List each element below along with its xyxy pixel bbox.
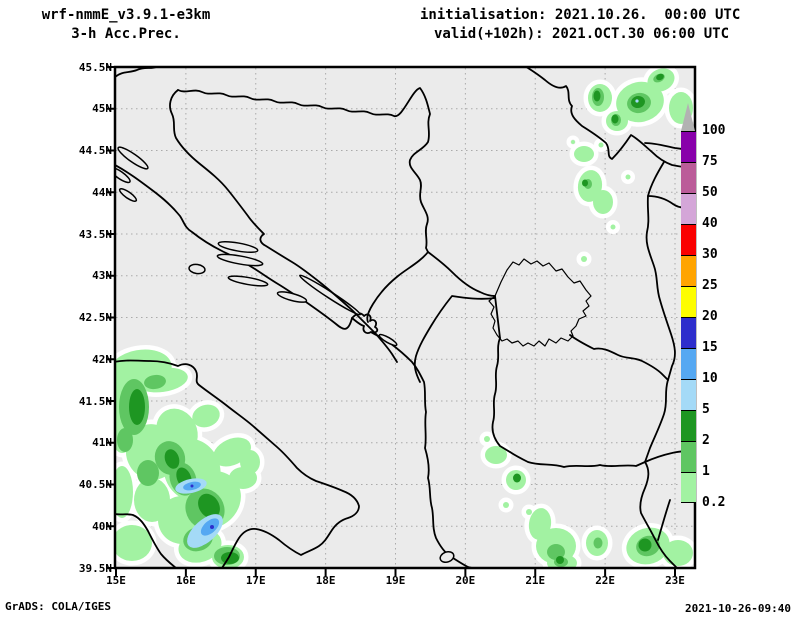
colorbar-segment — [681, 410, 696, 441]
colorbar-label: 5 — [702, 402, 710, 417]
border-sava-drina — [177, 87, 431, 253]
y-axis-label: 43N — [92, 269, 112, 283]
country-borders — [169, 68, 694, 468]
x-axis-label: 21E — [525, 574, 546, 587]
colorbar-segment — [681, 162, 696, 193]
x-axis-label: 19E — [385, 574, 406, 587]
x-axis-label: 23E — [665, 574, 685, 587]
colorbar-label: 40 — [702, 216, 718, 231]
colorbar-label: 10 — [702, 371, 718, 386]
colorbar-segment — [681, 348, 696, 379]
x-axis-label: 16E — [175, 574, 196, 587]
creation-timestamp: 2021-10-26-09:40 — [685, 602, 791, 615]
y-axis-label: 40N — [92, 519, 112, 533]
y-axis-label: 44N — [92, 185, 112, 199]
colorbar-label: 50 — [702, 185, 718, 200]
colorbar-segment — [681, 286, 696, 317]
colorbar-label: 15 — [702, 340, 718, 355]
colorbar-segment — [681, 131, 696, 162]
x-axis-label: 20E — [455, 574, 476, 587]
precip-dark-blue — [190, 484, 214, 529]
colorbar-overflow-arrow — [681, 103, 695, 131]
colorbar-segment — [681, 379, 696, 410]
colorbar-label: 100 — [702, 123, 726, 138]
border-kosovo-albania-link — [494, 295, 501, 339]
colorbar-segment — [681, 193, 696, 224]
colorbar-label: 0.2 — [702, 495, 726, 510]
colorbar-label: 1 — [702, 464, 710, 479]
colorbar-segment — [681, 472, 696, 503]
border-serbia-montenegro — [427, 251, 496, 297]
x-axis-label: 15E — [106, 574, 126, 587]
y-axis-label: 41.5N — [78, 394, 112, 408]
y-axis-label: 39.5N — [78, 561, 112, 575]
initialisation-time: initialisation: 2021.10.26. 00:00 UTC — [420, 7, 741, 23]
coast-istria-fragment — [116, 68, 156, 78]
y-axis-label: 40.5N — [78, 478, 112, 491]
y-axis-label: 44.5N — [78, 144, 112, 157]
border-greece-macedonia-albania — [509, 451, 646, 468]
coast-italy-adriatic — [116, 359, 360, 567]
colorbar-segment — [681, 255, 696, 286]
x-axis-label: 18E — [315, 574, 336, 587]
border-kosovo — [488, 258, 592, 347]
y-axis-label: 41N — [92, 436, 112, 450]
y-axis-label: 43.5N — [78, 227, 112, 241]
colorbar-label: 25 — [702, 278, 718, 293]
y-axis-label: 45N — [92, 102, 112, 116]
x-axis-label: 17E — [245, 574, 266, 587]
precip-light-green-south — [484, 256, 693, 567]
coast-italy-calabria — [116, 513, 177, 567]
coast-greece-inner — [657, 499, 671, 541]
model-title: wrf-nmmE_v3.9.1-e3km — [41, 7, 211, 23]
product-title: 3-h Acc.Prec. — [71, 26, 181, 42]
y-axis-label: 42.5N — [78, 311, 112, 324]
border-macedonia-bulgaria — [644, 379, 669, 463]
colorbar-label: 2 — [702, 433, 710, 448]
border-danube — [526, 68, 694, 169]
border-serbia-macedonia — [569, 334, 669, 381]
x-axis-label: 22E — [595, 574, 616, 587]
colorbar-segment — [681, 441, 696, 472]
y-axis-label: 45.5N — [78, 60, 112, 74]
border-croatia-bosnia — [169, 89, 398, 363]
colorbar-segment — [681, 317, 696, 348]
valid-time: valid(+102h): 2021.OCT.30 06:00 UTC — [434, 26, 730, 42]
border-montenegro-albania — [413, 295, 496, 383]
colorbar-label: 30 — [702, 247, 718, 262]
y-axis-label: 42N — [92, 352, 112, 366]
border-albania-macedonia — [491, 337, 511, 453]
colorbar-label: 20 — [702, 309, 718, 324]
border-bosnia-montenegro — [366, 251, 429, 323]
colorbar-segment — [681, 224, 696, 255]
axis-ticks — [107, 66, 676, 576]
colorbar-label: 75 — [702, 154, 718, 169]
coast-greece-aegean — [639, 461, 678, 567]
grads-credit: GrADS: COLA/IGES — [5, 600, 111, 613]
